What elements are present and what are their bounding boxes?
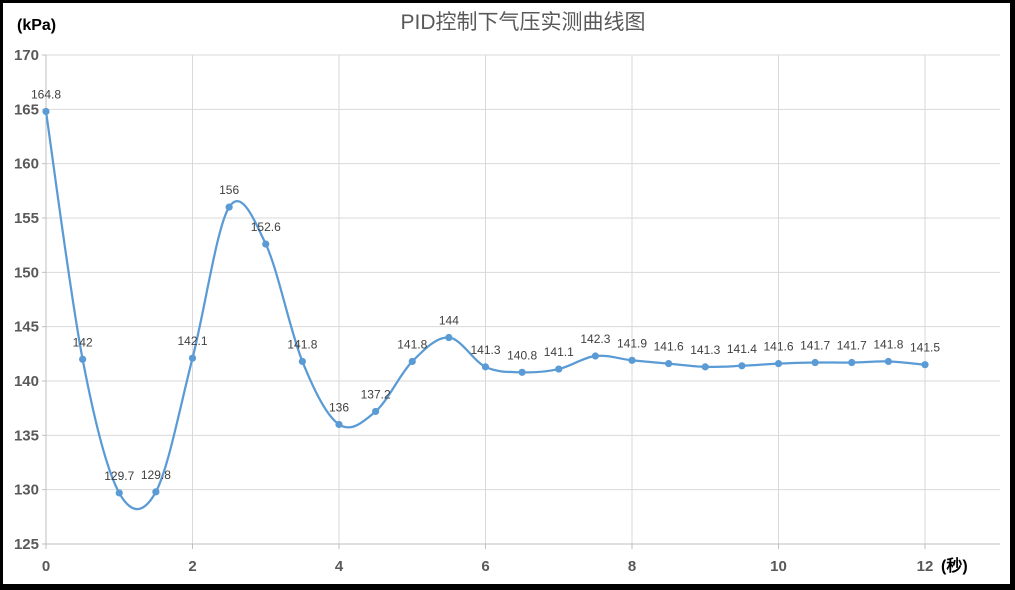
data-label: 141.4 — [727, 342, 757, 356]
data-label: 141.1 — [544, 345, 574, 359]
data-label: 142 — [73, 335, 93, 349]
data-label: 141.6 — [654, 340, 684, 354]
border-right — [1010, 0, 1015, 590]
data-point — [665, 360, 673, 368]
y-tick-label: 160 — [14, 156, 39, 173]
data-labels: 164.8 142 129.7 129.8 142.1 156 152.6 141.8 136 1… — [31, 88, 940, 483]
data-label: 141.8 — [873, 337, 903, 351]
data-label: 141.8 — [287, 337, 317, 351]
axes — [42, 54, 1000, 549]
gridlines — [46, 54, 1000, 544]
data-point — [884, 357, 892, 366]
y-tick-label: 140 — [14, 373, 39, 390]
y-tick-label: 165 — [14, 101, 39, 118]
data-label: 141.5 — [910, 341, 940, 355]
data-label: 136 — [329, 400, 349, 414]
x-tick-label: 0 — [42, 558, 50, 575]
data-point — [79, 355, 87, 363]
data-point — [738, 362, 746, 370]
data-point — [225, 203, 233, 211]
border-bottom — [0, 584, 1015, 590]
data-point — [152, 488, 160, 496]
data-point — [445, 333, 453, 342]
data-point — [372, 407, 380, 416]
data-point — [115, 489, 123, 497]
data-label: 142.1 — [177, 334, 207, 348]
data-point — [335, 420, 343, 429]
data-point — [481, 363, 490, 371]
data-point — [591, 352, 599, 360]
data-label: 164.8 — [31, 88, 61, 102]
data-point — [774, 360, 783, 368]
data-point — [848, 358, 856, 367]
x-tick-label: 2 — [188, 558, 196, 575]
data-point — [628, 356, 636, 364]
data-label: 140.8 — [507, 348, 537, 362]
data-label: 141.3 — [690, 343, 720, 357]
data-label: 141.8 — [397, 337, 427, 351]
data-label: 152.6 — [251, 220, 281, 234]
data-label: 141.9 — [617, 336, 647, 350]
data-point — [518, 368, 526, 376]
x-tick-label: 6 — [481, 558, 489, 575]
y-tick-label: 150 — [14, 264, 39, 281]
y-tick-label: 125 — [14, 536, 39, 553]
y-tick-label: 135 — [14, 427, 39, 444]
data-label: 129.7 — [104, 469, 134, 483]
series-line — [44, 110, 927, 511]
y-tick-label: 170 — [14, 47, 39, 64]
x-tick-label: 8 — [628, 558, 636, 575]
data-point — [188, 354, 197, 362]
y-tick-label: 155 — [14, 210, 39, 227]
border-top — [0, 0, 1015, 3]
y-tick-label: 145 — [14, 319, 39, 336]
y-tick-label: 130 — [14, 482, 39, 499]
y-axis-tick-labels: 125 130 135 140 145 150 155 160 165 170 — [14, 47, 39, 553]
data-label: 141.7 — [837, 339, 867, 353]
x-tick-label: 4 — [335, 558, 344, 575]
data-point — [408, 357, 416, 366]
data-label: 141.7 — [800, 339, 830, 353]
border-left — [0, 0, 3, 590]
data-point — [811, 358, 819, 367]
data-point — [42, 107, 50, 116]
y-axis-unit-label: (kPa) — [17, 17, 56, 34]
data-point — [921, 361, 929, 369]
data-point — [555, 365, 563, 373]
chart-title: PID控制下气压实测曲线图 — [400, 11, 645, 34]
data-label: 137.2 — [361, 387, 391, 401]
data-label: 129.8 — [141, 468, 171, 482]
data-point — [262, 240, 270, 248]
data-label: 144 — [439, 314, 459, 328]
x-axis-unit-label: (秒) — [941, 556, 968, 575]
data-point — [298, 357, 306, 366]
x-axis-tick-labels: 0 2 4 6 8 10 12 — [42, 558, 934, 575]
data-points — [42, 107, 929, 497]
data-label: 141.3 — [470, 343, 500, 357]
data-label: 156 — [219, 183, 239, 197]
data-point — [701, 363, 709, 371]
x-tick-label: 10 — [770, 558, 787, 575]
x-tick-label: 12 — [917, 558, 934, 575]
data-label: 142.3 — [580, 332, 610, 346]
data-label: 141.6 — [763, 340, 793, 354]
